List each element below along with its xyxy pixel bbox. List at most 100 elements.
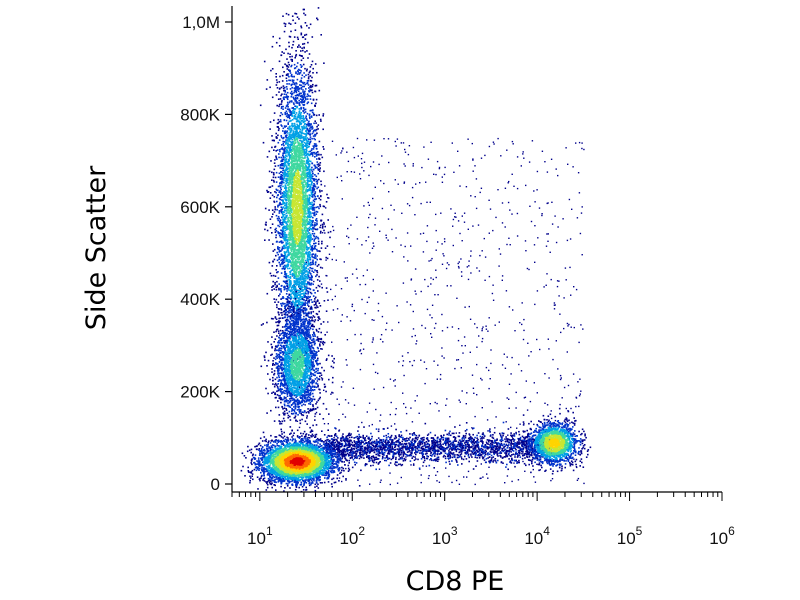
event-dot xyxy=(312,259,314,262)
event-dot xyxy=(306,217,309,220)
event-dot xyxy=(308,133,311,135)
event-dot xyxy=(295,88,297,90)
event-dot xyxy=(368,296,370,299)
event-dot xyxy=(513,462,515,464)
event-dot xyxy=(446,326,449,329)
event-dot xyxy=(294,323,297,326)
event-dot xyxy=(295,225,298,227)
event-dot xyxy=(314,415,316,418)
event-dot xyxy=(304,295,306,297)
event-dot xyxy=(303,180,305,182)
event-dot xyxy=(305,169,308,171)
event-dot xyxy=(307,324,309,327)
event-dot xyxy=(416,340,418,342)
event-dot xyxy=(307,132,309,135)
event-dot xyxy=(544,402,546,404)
event-dot xyxy=(311,36,314,38)
event-dot xyxy=(528,161,531,163)
event-dot xyxy=(322,113,325,115)
event-dot xyxy=(288,197,291,199)
event-dot xyxy=(290,234,292,237)
event-dot xyxy=(361,166,363,169)
event-dot xyxy=(346,171,348,173)
event-dot xyxy=(294,260,296,262)
event-dot xyxy=(319,226,321,229)
event-dot xyxy=(379,414,382,416)
event-dot xyxy=(284,198,286,200)
event-dot xyxy=(315,218,318,220)
event-dot xyxy=(413,463,415,465)
event-dot xyxy=(547,420,549,423)
event-dot xyxy=(533,382,535,384)
event-dot xyxy=(296,299,299,302)
event-dot xyxy=(302,254,305,256)
event-dot xyxy=(319,250,321,253)
event-dot xyxy=(537,237,539,239)
event-dot xyxy=(475,207,478,210)
event-dot xyxy=(308,240,310,243)
event-dot xyxy=(410,407,412,409)
event-dot xyxy=(275,150,277,152)
event-dot xyxy=(441,181,444,183)
event-dot xyxy=(383,138,385,140)
event-dot xyxy=(292,332,295,334)
event-dot xyxy=(400,476,402,479)
event-dot xyxy=(327,423,329,425)
event-dot xyxy=(320,183,323,186)
event-dot xyxy=(458,261,460,263)
event-dot xyxy=(305,201,308,203)
event-dot xyxy=(315,403,317,405)
event-dot xyxy=(546,404,549,406)
event-dot xyxy=(286,130,288,133)
event-dot xyxy=(312,341,314,343)
event-dot xyxy=(293,285,295,287)
event-dot xyxy=(286,112,288,115)
event-dot xyxy=(438,167,441,170)
event-dot xyxy=(311,155,314,157)
event-dot xyxy=(412,328,415,330)
event-dot xyxy=(373,319,375,321)
event-dot xyxy=(278,204,280,207)
event-dot xyxy=(279,98,282,100)
event-dot xyxy=(296,174,299,176)
event-dot xyxy=(459,401,461,403)
event-dot xyxy=(377,310,380,312)
event-dot xyxy=(428,260,430,262)
event-dot xyxy=(480,477,482,479)
event-dot xyxy=(348,243,350,245)
event-dot xyxy=(308,264,310,266)
event-dot xyxy=(566,239,569,242)
event-dot xyxy=(342,413,344,415)
event-dot xyxy=(287,267,289,270)
event-dot xyxy=(356,137,359,140)
event-dot xyxy=(302,63,305,66)
event-dot xyxy=(516,212,519,215)
event-dot xyxy=(287,175,289,177)
event-dot xyxy=(280,94,282,97)
event-dot xyxy=(308,256,311,259)
event-dot xyxy=(549,251,551,253)
event-dot xyxy=(286,282,289,285)
event-dot xyxy=(289,310,291,312)
event-dot xyxy=(303,263,306,266)
event-dot xyxy=(455,216,457,218)
event-dot xyxy=(310,102,313,105)
event-dot xyxy=(307,122,310,124)
event-dot xyxy=(317,124,320,126)
event-dot xyxy=(333,246,335,248)
event-dot xyxy=(408,204,411,207)
event-dot xyxy=(289,276,292,278)
event-dot xyxy=(288,241,291,244)
event-dot xyxy=(290,295,292,297)
event-dot xyxy=(296,62,299,64)
event-dot xyxy=(381,207,384,210)
event-dot xyxy=(563,327,565,330)
event-dot xyxy=(291,79,294,81)
event-dot xyxy=(403,163,405,165)
event-dot xyxy=(310,222,313,225)
event-dot xyxy=(336,308,339,310)
event-dot xyxy=(431,336,433,338)
event-dot xyxy=(338,419,340,421)
event-dot xyxy=(346,277,348,279)
event-dot xyxy=(525,380,527,382)
